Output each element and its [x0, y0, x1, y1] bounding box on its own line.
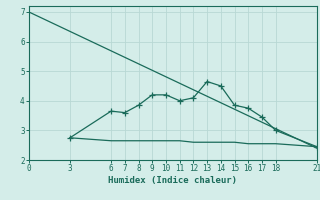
X-axis label: Humidex (Indice chaleur): Humidex (Indice chaleur) [108, 176, 237, 185]
